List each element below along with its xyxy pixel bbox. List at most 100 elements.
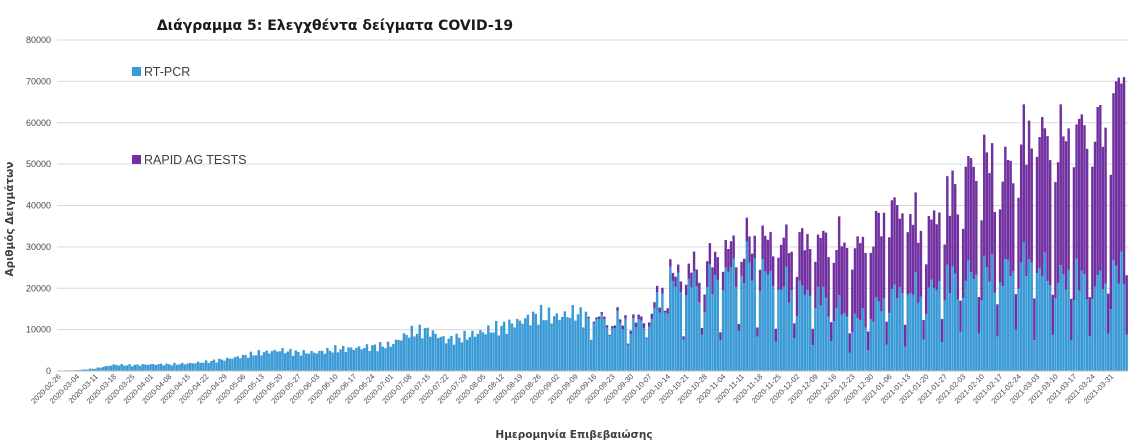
bar-rapid-ag-tests xyxy=(1070,298,1073,341)
bar-rt-pcr xyxy=(790,290,793,371)
bar-rt-pcr xyxy=(579,307,582,371)
bar-rapid-ag-tests xyxy=(1022,104,1026,242)
bar-rapid-ag-tests xyxy=(653,302,656,308)
bar-rt-pcr xyxy=(954,273,957,371)
bar-rt-pcr xyxy=(505,333,508,371)
bar-rapid-ag-tests xyxy=(909,214,912,294)
bar-rt-pcr xyxy=(1059,265,1062,371)
bar-rt-pcr xyxy=(141,364,144,371)
bar-rt-pcr xyxy=(442,336,445,371)
bar-rapid-ag-tests xyxy=(1077,118,1081,291)
bar-rt-pcr xyxy=(653,307,656,371)
bar-rt-pcr xyxy=(1004,258,1007,371)
bar-rapid-ag-tests xyxy=(837,216,841,296)
bar-rt-pcr xyxy=(101,367,105,371)
bar-rt-pcr xyxy=(254,355,258,371)
bar-rt-pcr xyxy=(753,258,756,371)
bar-rt-pcr xyxy=(605,327,609,371)
bar-rapid-ag-tests xyxy=(911,224,915,295)
bar-rapid-ag-tests xyxy=(885,321,888,345)
bar-rt-pcr xyxy=(373,344,377,371)
bar-rt-pcr xyxy=(658,312,661,371)
bar-rt-pcr xyxy=(721,290,725,371)
bar-rapid-ag-tests xyxy=(592,321,596,324)
bar-rt-pcr xyxy=(476,333,479,371)
bar-rapid-ag-tests xyxy=(624,315,627,319)
bar-rt-pcr xyxy=(677,272,680,371)
bar-rapid-ag-tests xyxy=(983,134,986,256)
bar-rt-pcr xyxy=(946,264,949,371)
bar-rt-pcr xyxy=(88,368,92,371)
bar-rt-pcr xyxy=(289,348,292,371)
bar-rapid-ag-tests xyxy=(711,267,714,295)
bar-rapid-ag-tests xyxy=(822,230,825,287)
bar-rt-pcr xyxy=(239,358,242,371)
bar-rapid-ag-tests xyxy=(1125,275,1128,335)
bar-rt-pcr xyxy=(368,351,371,371)
bar-rt-pcr xyxy=(692,270,696,371)
bar-rapid-ag-tests xyxy=(761,225,764,260)
bar-rt-pcr xyxy=(956,299,960,371)
bar-rt-pcr xyxy=(803,294,807,371)
bar-rt-pcr xyxy=(381,346,384,371)
bar-rt-pcr xyxy=(972,279,975,371)
bar-rt-pcr xyxy=(679,292,683,371)
bar-rt-pcr xyxy=(977,333,981,371)
bar-rt-pcr xyxy=(123,365,126,371)
bar-rapid-ag-tests xyxy=(716,257,720,281)
bar-rt-pcr xyxy=(294,350,297,371)
bar-rt-pcr xyxy=(869,318,873,371)
bar-rt-pcr xyxy=(547,307,551,371)
bar-rapid-ag-tests xyxy=(771,256,775,287)
bar-rt-pcr xyxy=(856,318,859,371)
bar-rt-pcr xyxy=(732,258,735,371)
bar-rapid-ag-tests xyxy=(793,323,796,339)
bar-rt-pcr xyxy=(750,280,754,371)
bar-rt-pcr xyxy=(326,347,329,371)
bar-rapid-ag-tests xyxy=(692,251,696,271)
bar-rt-pcr xyxy=(1030,262,1033,371)
bar-rt-pcr xyxy=(312,352,316,371)
bar-rt-pcr xyxy=(545,320,548,371)
bar-rapid-ag-tests xyxy=(1107,293,1110,334)
bar-rt-pcr xyxy=(764,271,767,371)
bar-rt-pcr xyxy=(555,313,559,371)
bar-rt-pcr xyxy=(793,338,796,371)
bar-rt-pcr xyxy=(756,336,759,371)
bar-rt-pcr xyxy=(154,364,158,371)
bar-rt-pcr xyxy=(307,353,311,371)
bar-rt-pcr xyxy=(1077,290,1081,371)
bar-rapid-ag-tests xyxy=(975,180,978,275)
bar-rt-pcr xyxy=(924,313,928,371)
bar-rt-pcr xyxy=(1091,299,1094,371)
bar-rt-pcr xyxy=(196,361,200,371)
bar-rt-pcr xyxy=(608,335,611,371)
y-tick-label: 20000 xyxy=(26,283,51,293)
bar-rt-pcr xyxy=(241,354,245,371)
y-axis-title: Αριθμός Δειγμάτων xyxy=(4,162,16,277)
bar-rapid-ag-tests xyxy=(677,264,680,273)
bar-rt-pcr xyxy=(194,363,197,371)
bar-rapid-ag-tests xyxy=(703,294,706,313)
bar-rt-pcr xyxy=(117,365,121,371)
bar-rt-pcr xyxy=(392,344,395,371)
bar-rapid-ag-tests xyxy=(621,325,625,329)
bar-rt-pcr xyxy=(993,292,996,371)
bar-rt-pcr xyxy=(215,362,218,371)
bar-rt-pcr xyxy=(178,364,181,371)
bar-rt-pcr xyxy=(513,327,516,371)
bar-rt-pcr xyxy=(1109,309,1113,371)
bar-rt-pcr xyxy=(1041,276,1044,371)
bar-rt-pcr xyxy=(774,341,778,371)
bar-rt-pcr xyxy=(96,367,100,371)
bar-rt-pcr xyxy=(86,369,89,371)
bar-rt-pcr xyxy=(471,330,474,371)
bar-rt-pcr xyxy=(1099,270,1102,371)
bar-rapid-ag-tests xyxy=(721,271,725,291)
bar-rt-pcr xyxy=(571,304,574,371)
bar-rt-pcr xyxy=(716,280,720,371)
bar-rt-pcr xyxy=(191,363,195,371)
bar-rt-pcr xyxy=(998,282,1002,371)
bar-rt-pcr xyxy=(521,323,524,371)
y-tick-label: 40000 xyxy=(26,201,51,211)
